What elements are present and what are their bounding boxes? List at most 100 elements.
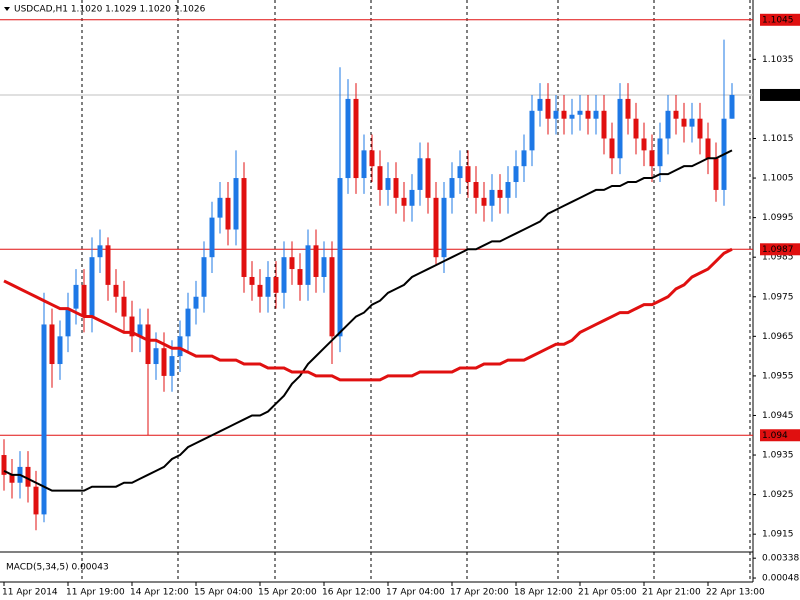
x-tick-label: 11 Apr 2014 [2, 588, 58, 598]
x-tick-label: 16 Apr 12:00 [322, 588, 381, 598]
candle-body [465, 166, 471, 183]
candle-body [265, 276, 271, 297]
candle-body [369, 150, 375, 167]
moving-average [3, 247, 733, 382]
candle-body [201, 257, 207, 297]
price-level-label: 1.1026 [762, 90, 794, 100]
candle-body [593, 110, 599, 119]
candle-body [425, 158, 431, 198]
candle-body [241, 178, 247, 277]
candle-body [609, 138, 615, 159]
candle-body [273, 276, 279, 293]
x-tick-label: 17 Apr 20:00 [450, 588, 509, 598]
candle-body [545, 98, 551, 119]
x-tick-label: 22 Apr 13:00 [706, 588, 765, 598]
candle-body [673, 110, 679, 119]
candle-body [473, 182, 479, 198]
candle-body [217, 197, 223, 218]
candle-body [577, 110, 583, 115]
y-tick-label: 1.0975 [762, 292, 794, 302]
candle-body [497, 189, 503, 198]
candle-body [457, 166, 463, 179]
candle-body [169, 356, 175, 376]
candle-body [729, 94, 735, 119]
candle-body [49, 324, 55, 365]
y-tick-label: 1.1035 [762, 55, 794, 65]
candle-body [289, 257, 295, 270]
candle-body [105, 245, 111, 285]
chart-title: USDCAD,H1 1.1020 1.1029 1.1020 1.1026 [14, 5, 206, 15]
x-tick-label: 14 Apr 12:00 [130, 588, 189, 598]
y-tick-label: 1.1015 [762, 134, 794, 144]
candle-body [409, 189, 415, 206]
candle-body [449, 178, 455, 198]
title-arrow [4, 7, 10, 11]
candle-body [713, 158, 719, 190]
price-level-label: 1.1045 [762, 15, 794, 25]
price-level-box [760, 243, 800, 256]
candle-body [641, 138, 647, 151]
x-tick-label: 21 Apr 05:00 [578, 588, 637, 598]
candle-body [233, 178, 239, 230]
candle-body [33, 486, 39, 515]
day-separators [81, 0, 751, 582]
candle-body [377, 166, 383, 190]
candle-body [569, 114, 575, 119]
price-level-box [760, 429, 800, 442]
candle-body [681, 118, 687, 127]
price-level-box [760, 13, 800, 26]
candle-body [81, 284, 87, 317]
candle-body [521, 150, 527, 167]
candle-body [649, 150, 655, 167]
y-tick-label: 1.0915 [762, 530, 794, 540]
candle-body [401, 197, 407, 206]
candle-body [281, 257, 287, 293]
x-tick-label: 15 Apr 20:00 [258, 588, 317, 598]
candle-body [601, 110, 607, 139]
candle-body [305, 245, 311, 285]
price-level-box [760, 88, 800, 101]
y-tick-label: 1.0925 [762, 490, 794, 500]
indicator-tick-label: 0.00048 [762, 574, 799, 584]
candle-body [337, 178, 343, 337]
candle-body [153, 348, 159, 365]
candle-body [417, 158, 423, 190]
candle-body [129, 316, 135, 337]
candle-body [185, 308, 191, 337]
candle-body [329, 257, 335, 337]
x-tick-label: 21 Apr 21:00 [642, 588, 701, 598]
candle-body [513, 166, 519, 183]
candle-body [537, 98, 543, 111]
candle-body [393, 178, 399, 198]
candle-body [161, 348, 167, 376]
candle-body [585, 110, 591, 119]
candle-body [57, 336, 63, 365]
candle-body [505, 182, 511, 198]
candle-body [193, 296, 199, 309]
candle-body [689, 118, 695, 127]
candle-body [257, 284, 263, 297]
candle-body [361, 150, 367, 179]
x-tick-label: 18 Apr 12:00 [514, 588, 573, 598]
candle-body [665, 110, 671, 139]
candle-body [633, 118, 639, 139]
candle-body [433, 197, 439, 258]
y-tick-label: 1.0995 [762, 213, 794, 223]
candle-body [25, 466, 31, 487]
candle-body [697, 118, 703, 139]
x-tick-label: 15 Apr 04:00 [194, 588, 253, 598]
candle-body [41, 324, 47, 515]
candle-body [89, 257, 95, 317]
y-tick-label: 1.0935 [762, 451, 794, 461]
price-level-label: 1.0987 [762, 245, 794, 255]
candle-body [657, 138, 663, 167]
candle-body [73, 284, 79, 309]
candle-body [345, 98, 351, 179]
candle-body [9, 474, 15, 483]
candle-body [297, 269, 303, 285]
y-tick-label: 1.0945 [762, 411, 794, 421]
candle-body [137, 324, 143, 337]
candle-body [225, 197, 231, 230]
candle-body [489, 189, 495, 206]
